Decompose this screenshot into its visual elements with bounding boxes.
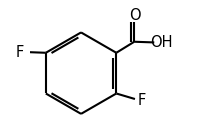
- Text: O: O: [129, 8, 141, 23]
- Text: F: F: [16, 45, 24, 60]
- Text: F: F: [137, 93, 146, 108]
- Text: OH: OH: [151, 35, 173, 50]
